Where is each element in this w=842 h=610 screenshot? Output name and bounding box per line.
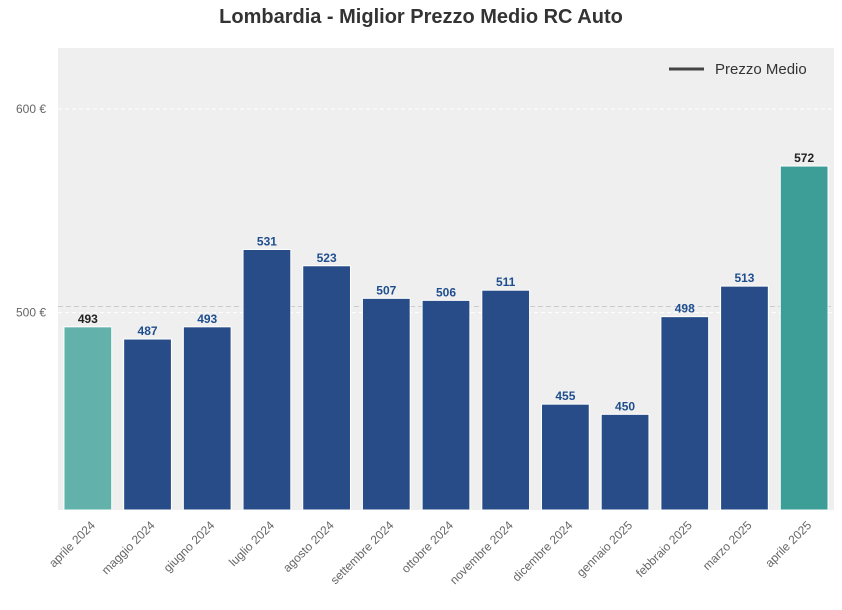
data-label: 493 xyxy=(197,312,217,326)
data-label: 523 xyxy=(317,251,337,265)
x-tick-label: maggio 2024 xyxy=(99,518,158,577)
y-axis: 500 € 600 € xyxy=(16,102,46,320)
data-label: 493 xyxy=(78,312,98,326)
bars xyxy=(63,165,829,511)
bar xyxy=(779,165,829,511)
x-axis: aprile 2024 maggio 2024 giugno 2024 luglio … xyxy=(46,518,814,587)
data-labels: 493 487 493 531 523 507 506 511 455 450 498 513 572 xyxy=(78,151,815,413)
x-tick-label: luglio 2024 xyxy=(226,518,277,569)
bar xyxy=(720,285,769,511)
bar xyxy=(421,299,471,511)
bar xyxy=(541,403,590,511)
legend: Prezzo Medio xyxy=(669,61,807,78)
chart-title: Lombardia - Miglior Prezzo Medio RC Auto xyxy=(219,6,623,28)
bar xyxy=(361,297,411,511)
x-tick-label: agosto 2024 xyxy=(280,518,337,575)
x-tick-label: ottobre 2024 xyxy=(399,518,457,576)
x-tick-label: giugno 2024 xyxy=(161,518,218,575)
data-label: 455 xyxy=(555,389,575,403)
bar xyxy=(481,289,531,511)
y-tick-label: 500 € xyxy=(16,306,46,320)
data-label: 498 xyxy=(675,302,695,316)
bar xyxy=(182,326,232,511)
x-tick-label: febbraio 2025 xyxy=(633,518,695,580)
bar xyxy=(660,316,710,511)
data-label: 572 xyxy=(794,151,814,165)
x-tick-label: gennaio 2025 xyxy=(574,518,636,580)
x-tick-label: aprile 2024 xyxy=(46,518,98,570)
data-label: 511 xyxy=(496,275,516,289)
data-label: 487 xyxy=(138,324,158,338)
data-label: 513 xyxy=(734,271,754,285)
bar xyxy=(123,338,172,511)
legend-label: Prezzo Medio xyxy=(715,61,807,78)
bar xyxy=(600,413,650,511)
data-label: 450 xyxy=(615,399,635,413)
bar xyxy=(63,326,113,511)
data-label: 507 xyxy=(376,283,396,297)
x-tick-label: marzo 2025 xyxy=(700,518,755,573)
x-tick-label: aprile 2025 xyxy=(762,518,814,570)
x-tick-label: settembre 2024 xyxy=(328,518,397,587)
data-label: 531 xyxy=(257,234,277,248)
x-tick-label: dicembre 2024 xyxy=(509,518,575,584)
data-label: 506 xyxy=(436,285,456,299)
bar xyxy=(242,248,292,511)
x-tick-label: novembre 2024 xyxy=(447,518,516,587)
bar xyxy=(302,265,351,511)
y-tick-label: 600 € xyxy=(16,102,46,116)
